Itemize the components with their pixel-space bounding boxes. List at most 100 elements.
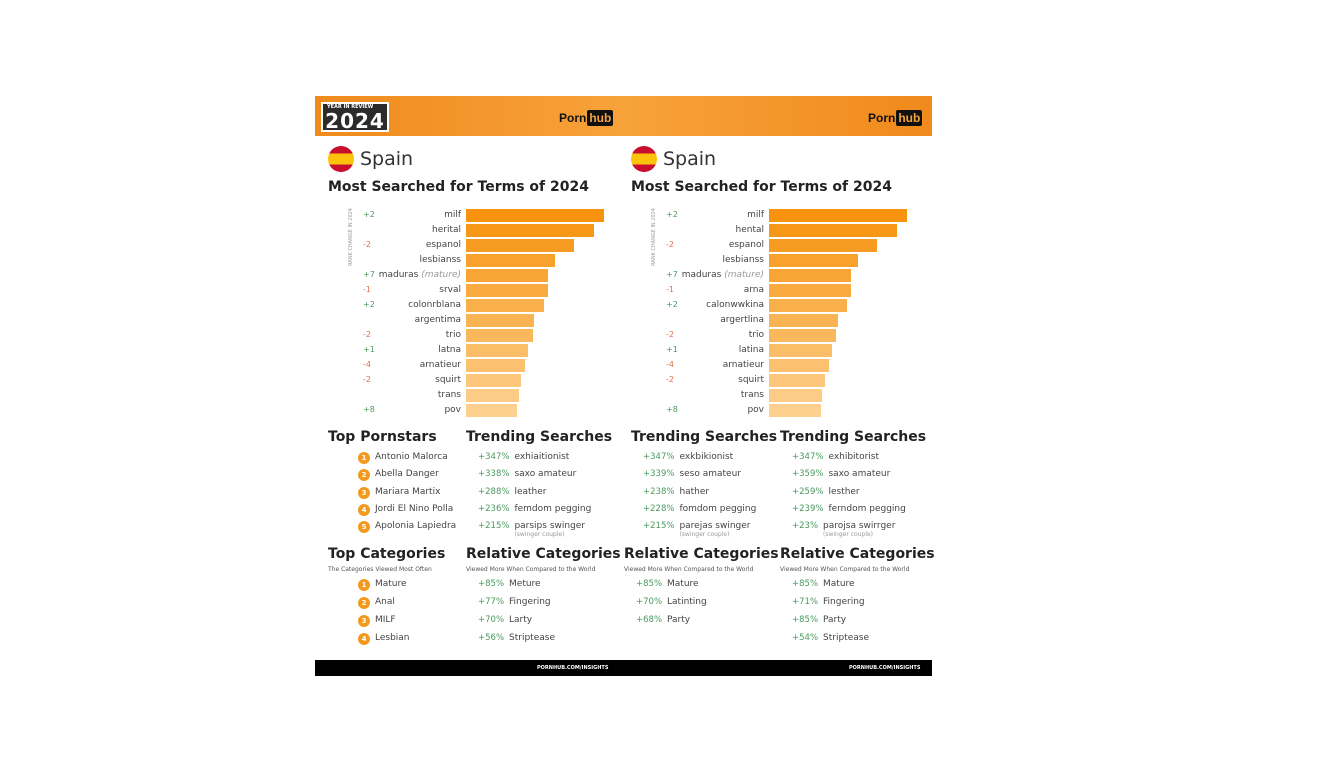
bar-row: +1 latina bbox=[618, 343, 926, 357]
section-title: Trending Searches bbox=[780, 429, 927, 445]
bar bbox=[466, 329, 534, 342]
bar bbox=[769, 284, 851, 297]
percent-change: +347% bbox=[643, 452, 675, 462]
item-name: Mature bbox=[375, 579, 407, 589]
item-name: exhiaitionist bbox=[514, 452, 569, 462]
rank-change: +8 bbox=[666, 405, 678, 414]
item-label: parojsa swirrger bbox=[823, 521, 896, 532]
term-name: latna bbox=[438, 345, 461, 355]
term-name: arna bbox=[743, 285, 764, 295]
bar bbox=[769, 254, 858, 267]
item-label: leather bbox=[514, 486, 547, 497]
term-name: lesbianss bbox=[722, 255, 764, 265]
logo-text-box: hub bbox=[587, 110, 614, 126]
bar-row: -2 squirt bbox=[315, 373, 623, 387]
bar-label: arnatieur bbox=[723, 358, 764, 372]
bar bbox=[769, 344, 832, 357]
list-item: +68% Party bbox=[636, 615, 690, 625]
section-subtitle: Viewed More When Compared to the World bbox=[466, 566, 596, 573]
term-name: maduras bbox=[681, 270, 722, 280]
bar-label: pov bbox=[747, 403, 764, 417]
bar-row: argentima bbox=[315, 313, 623, 327]
pornhub-logo: Porn hub bbox=[868, 110, 923, 126]
bar-label: srval bbox=[439, 283, 461, 297]
bar-label: colonrblana bbox=[408, 298, 461, 312]
bar-row: +8 pov bbox=[315, 403, 623, 417]
list-item: +85% Mature bbox=[792, 579, 855, 589]
footer-text: PORNHUB.COM/INSIGHTS bbox=[849, 665, 921, 671]
rank-change: +1 bbox=[363, 345, 375, 354]
bar-row: +2 colonrblana bbox=[315, 298, 623, 312]
item-name: MILF bbox=[375, 615, 396, 625]
bar-label: squirt bbox=[435, 373, 461, 387]
panel-left: Spain Most Searched for Terms of 2024 RANK… bbox=[315, 136, 623, 660]
bar-row: trans bbox=[618, 388, 926, 402]
item-name: Mature bbox=[667, 579, 699, 589]
badge-caption: YEAR IN REVIEW bbox=[327, 104, 374, 110]
bar-label: trio bbox=[446, 328, 461, 342]
item-label: hather bbox=[679, 486, 710, 497]
percent-change: +239% bbox=[792, 503, 824, 514]
bar-row: lesbianss bbox=[618, 253, 926, 267]
bar-label: pov bbox=[444, 403, 461, 417]
percent-change: +238% bbox=[643, 486, 675, 497]
item-name: Lesbian bbox=[375, 633, 410, 643]
item-name: fomdom pegging bbox=[679, 504, 756, 514]
list-item: +228% fomdom pegging bbox=[643, 504, 756, 514]
bar bbox=[769, 374, 825, 387]
list-item: +359% saxo amateur bbox=[792, 469, 890, 479]
percent-change: +259% bbox=[792, 486, 824, 497]
item-label: Anal bbox=[375, 597, 395, 607]
rank-change: +2 bbox=[666, 210, 678, 219]
country-name: Spain bbox=[663, 148, 717, 170]
term-name: argertlina bbox=[720, 315, 764, 325]
item-label: Mature bbox=[667, 579, 699, 589]
section-title: Top Categories bbox=[328, 546, 446, 562]
bar-row: -4 arnatieur bbox=[315, 358, 623, 372]
item-label: Fingering bbox=[823, 597, 865, 607]
list-item: 4 Jordi El Nino Polla bbox=[358, 503, 453, 516]
item-name: Mariara Martix bbox=[375, 487, 440, 497]
header-banner: YEAR IN REVIEW 2024 Porn hub Porn hub bbox=[315, 96, 932, 136]
item-name: Antonio Malorca bbox=[375, 452, 448, 462]
bar-row: -1 srval bbox=[315, 283, 623, 297]
bar-label: milf bbox=[747, 208, 764, 222]
item-label: Apolonia Lapiedra bbox=[375, 521, 457, 532]
bar bbox=[769, 209, 907, 222]
list-item: +259% lesther bbox=[792, 487, 860, 497]
percent-change: +68% bbox=[636, 615, 663, 625]
item-label: Antonio Malorca bbox=[375, 452, 448, 462]
item-label: Mature bbox=[375, 579, 407, 589]
rank-change: -2 bbox=[363, 240, 371, 249]
item-label: exkbikionist bbox=[679, 452, 734, 462]
item-label: Mariara Martix bbox=[375, 486, 441, 497]
item-label: MILF bbox=[375, 615, 396, 625]
bar bbox=[466, 299, 544, 312]
term-note: (mature) bbox=[421, 270, 461, 280]
rank-badge: 3 bbox=[358, 486, 370, 499]
bar bbox=[466, 239, 574, 252]
rank-badge: 5 bbox=[358, 521, 370, 534]
bar-row: +1 latna bbox=[315, 343, 623, 357]
bar-label: herital bbox=[432, 223, 461, 237]
bar bbox=[769, 299, 847, 312]
bar bbox=[466, 404, 518, 417]
term-name: lesbianss bbox=[419, 255, 461, 265]
bar-row: +7 maduras (mature) bbox=[618, 268, 926, 282]
term-name: trio bbox=[748, 330, 764, 340]
list-item: +288% leather bbox=[478, 487, 546, 497]
bar bbox=[466, 374, 522, 387]
percent-change: +85% bbox=[792, 615, 819, 625]
bar-label: trans bbox=[438, 388, 461, 402]
item-label: Larty bbox=[509, 615, 533, 625]
item-label: exhibitorist bbox=[828, 452, 880, 462]
list-item: +338% saxo amateur bbox=[478, 469, 576, 479]
item-name: Party bbox=[823, 615, 846, 625]
item-name: seso amateur bbox=[679, 469, 741, 479]
list-item: +56% Striptease bbox=[478, 633, 555, 643]
item-name: Jordi El Nino Polla bbox=[375, 504, 453, 514]
term-name: pov bbox=[444, 405, 461, 415]
section-title: Trending Searches bbox=[631, 429, 778, 445]
list-item: 4 Lesbian bbox=[358, 633, 410, 645]
item-name: Fingering bbox=[509, 597, 551, 607]
